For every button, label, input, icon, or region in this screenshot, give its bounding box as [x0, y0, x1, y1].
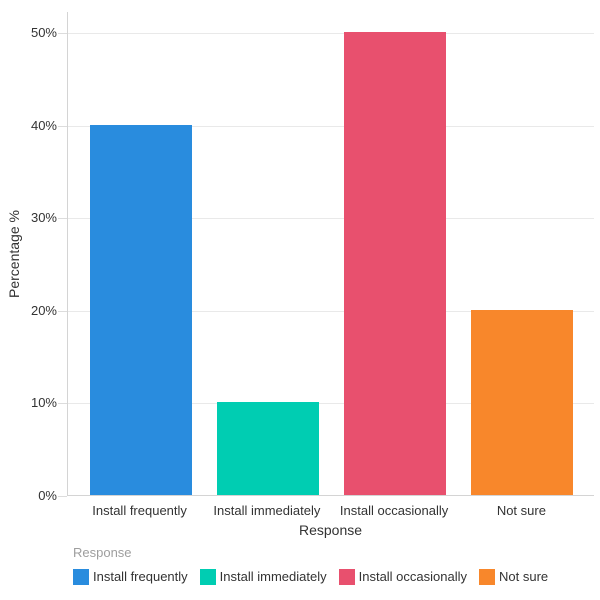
gridline-10 [68, 403, 594, 405]
y-tick-label-50: 50% [30, 25, 57, 40]
gridline-40 [68, 125, 594, 127]
y-tick-mark-20 [58, 310, 67, 312]
bar-install-immediately[interactable] [216, 402, 319, 495]
x-tick-label-not-sure: Not sure [496, 503, 546, 518]
legend-item-install-occasionally[interactable]: Install occasionally [338, 569, 467, 585]
legend-swatch-icon [199, 569, 216, 585]
legend-item-label: Install immediately [219, 569, 327, 584]
legend-swatch-icon [479, 569, 495, 585]
legend-swatch-icon [73, 569, 89, 585]
legend: Response Install frequently Install immed… [73, 545, 590, 585]
bar-install-occasionally[interactable] [344, 32, 447, 495]
y-tick-label-0: 0% [38, 488, 57, 503]
legend-item-install-immediately[interactable]: Install immediately [199, 569, 327, 585]
y-tick-label-20: 20% [30, 302, 57, 318]
y-tick-mark-30 [58, 218, 67, 220]
y-tick-label-40: 40% [30, 117, 57, 133]
legend-item-label: Not sure [499, 569, 549, 584]
plot-area [67, 12, 594, 496]
bar-install-frequently[interactable] [89, 124, 192, 495]
y-tick-label-10: 10% [30, 395, 57, 411]
x-tick-label-install-frequently: Install frequently [92, 503, 187, 518]
y-tick-mark-10 [58, 403, 67, 405]
gridline-30 [68, 218, 594, 220]
y-tick-mark-40 [58, 125, 67, 127]
x-tick-label-install-immediately: Install immediately [213, 503, 321, 518]
legend-item-install-frequently[interactable]: Install frequently [73, 569, 188, 585]
y-tick-mark-0 [58, 496, 67, 497]
y-tick-mark-50 [58, 33, 67, 34]
legend-item-not-sure[interactable]: Not sure [479, 569, 548, 585]
bar-not-sure[interactable] [471, 309, 574, 495]
gridline-20 [68, 310, 594, 312]
y-tick-label-30: 30% [30, 210, 57, 226]
legend-swatch-icon [338, 569, 355, 585]
legend-item-label: Install occasionally [358, 569, 467, 584]
x-tick-label-install-occasionally: Install occasionally [339, 503, 449, 518]
legend-items: Install frequently Install immediately Ins… [73, 569, 590, 585]
legend-item-label: Install frequently [93, 569, 188, 584]
gridline-50 [68, 33, 594, 34]
legend-title: Response [73, 545, 132, 560]
x-axis-title: Response [298, 522, 363, 538]
